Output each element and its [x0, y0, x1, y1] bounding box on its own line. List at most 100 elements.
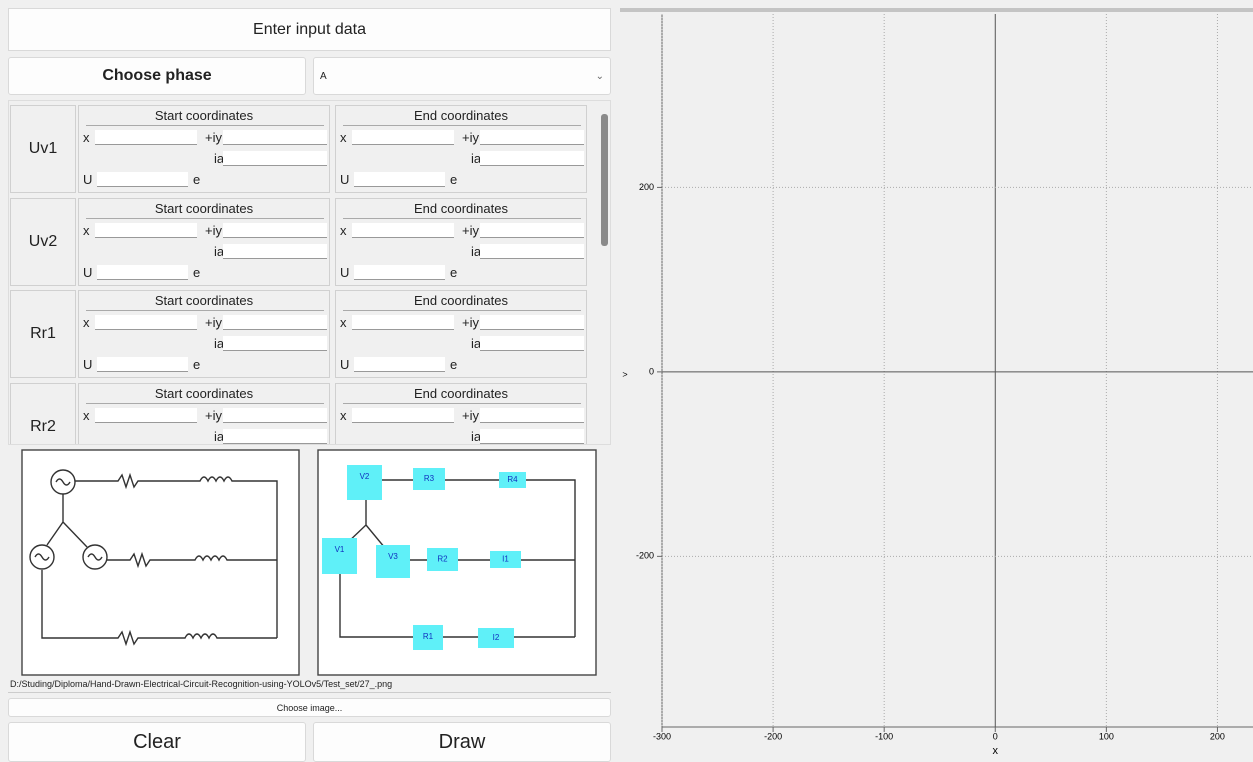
detection-label: R3 — [424, 474, 435, 483]
field-label: +iy — [205, 408, 222, 423]
text-input[interactable] — [97, 357, 188, 372]
group-name: Rr1 — [10, 325, 76, 343]
text-input[interactable] — [223, 429, 327, 444]
scrollbar-thumb[interactable] — [601, 114, 608, 246]
field-label: e — [450, 265, 457, 280]
field-label: e — [193, 265, 200, 280]
text-input[interactable] — [223, 151, 327, 166]
field-label: +iy — [462, 315, 479, 330]
text-input[interactable] — [95, 130, 197, 145]
text-input[interactable] — [480, 130, 584, 145]
text-input[interactable] — [480, 408, 584, 423]
text-input[interactable] — [223, 408, 327, 423]
text-input[interactable] — [223, 244, 327, 259]
field-label: +iy — [462, 223, 479, 238]
text-input[interactable] — [97, 172, 188, 187]
clear-button[interactable]: Clear — [8, 722, 306, 762]
x-tick-label: 0 — [993, 731, 998, 741]
draw-button[interactable]: Draw — [313, 722, 611, 762]
text-input[interactable] — [352, 130, 454, 145]
detection-label: I2 — [493, 633, 500, 642]
detection-label: V2 — [360, 472, 370, 481]
app-window: {"header": {"title": "Enter input data"}… — [0, 0, 1253, 760]
text-input[interactable] — [480, 223, 584, 238]
field-label: x — [83, 130, 90, 145]
field-label: +iy — [205, 315, 222, 330]
choose-image-button[interactable]: Choose image... — [8, 698, 611, 717]
field-label: x — [340, 408, 347, 423]
separator — [8, 692, 611, 693]
title-underline — [343, 403, 581, 404]
detection-label: R4 — [507, 475, 518, 484]
text-input[interactable] — [352, 408, 454, 423]
end-title: End coordinates — [335, 293, 587, 308]
text-input[interactable] — [354, 172, 445, 187]
end-title: End coordinates — [335, 386, 587, 401]
title-underline — [343, 125, 581, 126]
text-input[interactable] — [223, 336, 327, 351]
group-name: Uv2 — [10, 233, 76, 251]
title-underline — [86, 310, 324, 311]
text-input[interactable] — [354, 265, 445, 280]
field-label: +iy — [205, 130, 222, 145]
x-tick-label: -100 — [875, 731, 893, 741]
field-label: +iy — [205, 223, 222, 238]
x-tick-label: -200 — [764, 731, 782, 741]
field-label: x — [340, 315, 347, 330]
collapse-arrow[interactable]: > — [622, 369, 627, 379]
group-name-box — [10, 383, 76, 446]
text-input[interactable] — [95, 223, 197, 238]
detection-box — [376, 545, 410, 578]
text-input[interactable] — [95, 315, 197, 330]
y-tick-label: 0 — [649, 366, 654, 376]
text-input[interactable] — [352, 223, 454, 238]
phase-label-text: Choose phase — [102, 67, 211, 85]
text-input[interactable] — [480, 151, 584, 166]
field-label: U — [340, 357, 349, 372]
field-label: x — [83, 315, 90, 330]
field-label: e — [450, 357, 457, 372]
x-tick-label: -300 — [653, 731, 671, 741]
start-title: Start coordinates — [78, 386, 330, 401]
field-label: x — [83, 408, 90, 423]
image-path: D:/Studing/Diploma/Hand-Drawn-Electrical… — [10, 679, 392, 689]
choose-image-text: Choose image... — [277, 703, 343, 713]
detection-label: V1 — [335, 545, 345, 554]
field-label: +iy — [462, 408, 479, 423]
text-input[interactable] — [480, 336, 584, 351]
phase-label: Choose phase — [8, 57, 306, 95]
text-input[interactable] — [480, 244, 584, 259]
detection-label: V3 — [388, 552, 398, 561]
title-underline — [86, 218, 324, 219]
text-input[interactable] — [223, 130, 327, 145]
field-label: x — [83, 223, 90, 238]
title-underline — [86, 125, 324, 126]
text-input[interactable] — [223, 223, 327, 238]
hand-drawn-image — [22, 450, 299, 675]
end-title: End coordinates — [335, 201, 587, 216]
field-label: e — [193, 172, 200, 187]
text-input[interactable] — [354, 357, 445, 372]
splitter-bar — [620, 8, 1253, 12]
group-name: Uv1 — [10, 140, 76, 158]
text-input[interactable] — [95, 408, 197, 423]
text-input[interactable] — [352, 315, 454, 330]
detection-box — [347, 465, 382, 500]
phase-select[interactable]: A⌄ — [313, 57, 611, 95]
x-tick-label: 100 — [1099, 731, 1114, 741]
text-input[interactable] — [223, 315, 327, 330]
field-label: U — [340, 265, 349, 280]
text-input[interactable] — [480, 429, 584, 444]
field-label: e — [193, 357, 200, 372]
title-underline — [343, 310, 581, 311]
text-input[interactable] — [480, 315, 584, 330]
text-input[interactable] — [97, 265, 188, 280]
field-label: U — [340, 172, 349, 187]
group-name: Rr2 — [10, 418, 76, 436]
y-tick-label: -200 — [636, 551, 654, 561]
field-label: e — [450, 172, 457, 187]
x-axis-label: x — [993, 745, 999, 757]
